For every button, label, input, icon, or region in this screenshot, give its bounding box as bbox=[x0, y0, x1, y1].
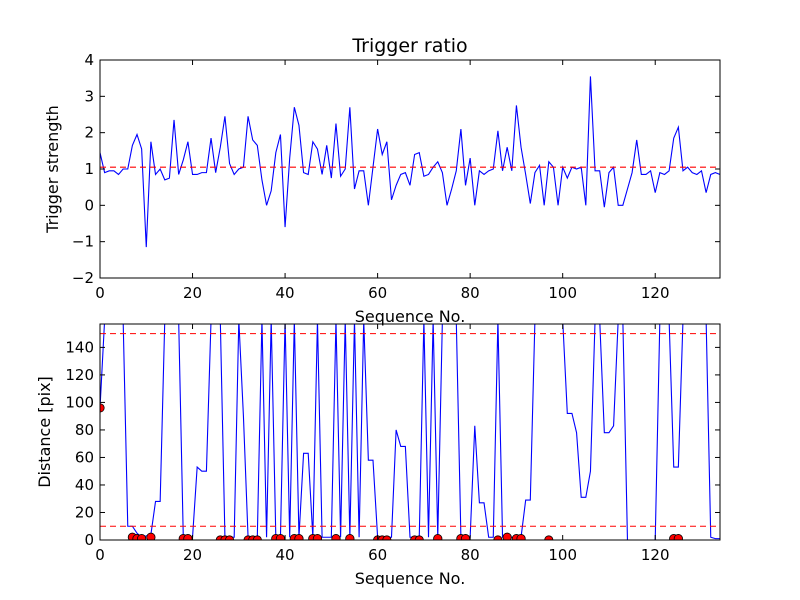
data-point-20 bbox=[345, 534, 355, 540]
data-point-26 bbox=[433, 534, 443, 540]
x-axis-label: Sequence No. bbox=[355, 569, 466, 588]
x-tick-label: 80 bbox=[461, 546, 480, 564]
x-tick-label: 120 bbox=[641, 284, 670, 302]
y-tick-label: 1 bbox=[84, 160, 94, 178]
y-tick-label: 40 bbox=[75, 476, 94, 494]
y-tick-label: 4 bbox=[84, 51, 94, 69]
y-tick-label: 2 bbox=[84, 124, 94, 142]
trigger-ratio-chart: Trigger ratio 0 20 40 60 80 100 120 −2 −1 0 1 2 3 4 S… bbox=[43, 35, 721, 326]
x-tick-label: 100 bbox=[548, 546, 577, 564]
data-point-4 bbox=[146, 532, 156, 540]
trigger-ratio-plot-area bbox=[100, 76, 720, 248]
distance-axes-frame bbox=[99, 323, 721, 541]
x-tick-label: 80 bbox=[461, 284, 480, 302]
series-line-0 bbox=[100, 324, 720, 540]
x-tick-label: 0 bbox=[95, 284, 105, 302]
data-point-35 bbox=[673, 534, 683, 540]
y-tick-label: −2 bbox=[72, 269, 94, 287]
y-tick-label: 80 bbox=[75, 421, 94, 439]
distance-chart: 0 20 40 60 80 100 120 0 20 40 60 80 100 120 140 Sequen… bbox=[35, 323, 721, 588]
x-tick-label: 40 bbox=[276, 546, 295, 564]
data-point-19 bbox=[331, 534, 341, 540]
y-tick-label: 60 bbox=[75, 448, 94, 466]
y-tick-label: 20 bbox=[75, 503, 94, 521]
data-point-18 bbox=[312, 534, 323, 540]
y-tick-label: 140 bbox=[65, 338, 94, 356]
x-tick-label: 60 bbox=[368, 284, 387, 302]
series-line-0 bbox=[100, 76, 720, 248]
chart-title: Trigger ratio bbox=[351, 35, 467, 57]
x-tick-label: 20 bbox=[183, 546, 202, 564]
data-point-3 bbox=[137, 534, 147, 540]
y-axis-label: Trigger strength bbox=[43, 105, 62, 234]
data-point-30 bbox=[502, 532, 512, 540]
x-axis-label: Sequence No. bbox=[355, 307, 466, 326]
x-tick-label: 60 bbox=[368, 546, 387, 564]
y-tick-label: 3 bbox=[84, 87, 94, 105]
distance-ticks: 0 20 40 60 80 100 120 0 20 40 60 80 100 120 140 bbox=[65, 324, 720, 564]
x-tick-label: 120 bbox=[641, 546, 670, 564]
y-tick-label: 120 bbox=[65, 366, 94, 384]
x-tick-label: 100 bbox=[548, 284, 577, 302]
y-axis-label: Distance [pix] bbox=[35, 376, 54, 488]
x-tick-label: 40 bbox=[276, 284, 295, 302]
data-point-32 bbox=[516, 534, 526, 540]
y-tick-label: −1 bbox=[72, 233, 94, 251]
x-tick-label: 20 bbox=[183, 284, 202, 302]
y-tick-label: 100 bbox=[65, 393, 94, 411]
x-tick-label: 0 bbox=[95, 546, 105, 564]
data-point-16 bbox=[294, 534, 304, 540]
y-tick-label: 0 bbox=[84, 531, 94, 549]
y-tick-label: 0 bbox=[84, 196, 94, 214]
trigger-ratio-ticks: 0 20 40 60 80 100 120 −2 −1 0 1 2 3 4 bbox=[72, 51, 720, 302]
